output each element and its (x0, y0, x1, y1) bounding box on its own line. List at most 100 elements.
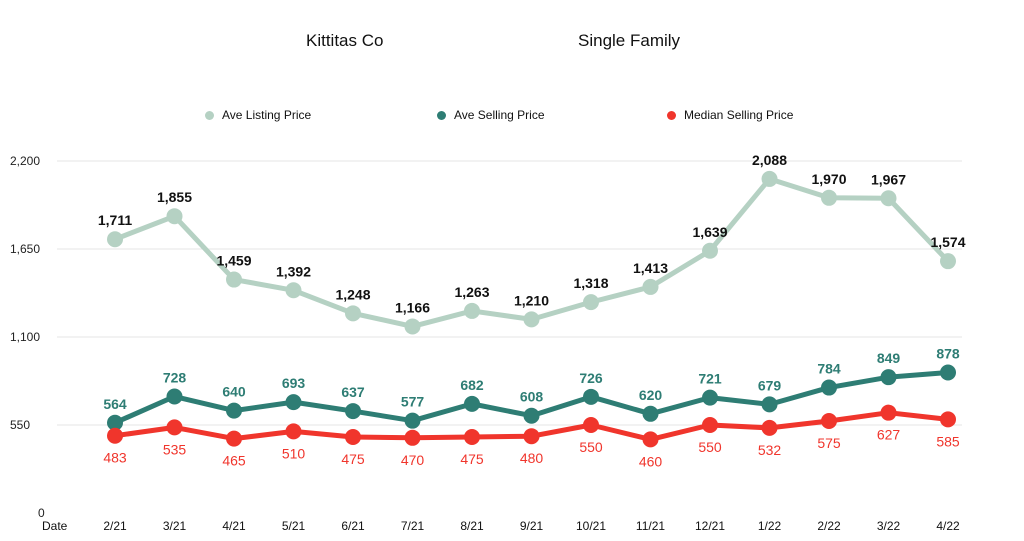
y-tick-label: 1,100 (10, 330, 40, 344)
x-tick-label: 3/21 (163, 519, 187, 533)
data-label: 1,639 (692, 224, 727, 240)
data-label: 682 (460, 377, 484, 393)
x-tick-label: 8/21 (460, 519, 484, 533)
data-point (226, 402, 242, 419)
data-point (226, 430, 242, 447)
data-point (166, 388, 183, 405)
data-point (404, 429, 421, 446)
data-label: 1,318 (573, 275, 608, 291)
data-point (226, 271, 242, 288)
data-point (285, 423, 302, 440)
data-label: 1,263 (454, 284, 489, 300)
data-point (761, 419, 778, 436)
data-label: 480 (520, 450, 544, 466)
data-point (761, 170, 778, 187)
data-label: 1,970 (811, 171, 846, 187)
data-label: 784 (817, 361, 841, 377)
chart-subtitle: Single Family (578, 31, 681, 50)
data-label: 470 (401, 452, 425, 468)
data-point (940, 253, 956, 270)
x-tick-label: 6/21 (341, 519, 365, 533)
x-tick-label: 11/21 (636, 519, 665, 533)
data-label: 475 (460, 451, 484, 467)
data-point (345, 403, 361, 420)
data-point (166, 208, 183, 225)
legend-marker-icon (437, 110, 446, 120)
data-label: 585 (936, 433, 960, 449)
data-label: 1,711 (98, 212, 132, 228)
x-tick-label: 4/21 (222, 519, 246, 533)
data-label: 483 (103, 450, 127, 466)
data-label: 460 (639, 453, 663, 469)
data-point (285, 394, 302, 411)
data-point (404, 412, 421, 429)
data-point (107, 231, 123, 248)
data-label: 1,248 (335, 286, 370, 302)
data-label: 2,088 (752, 152, 787, 168)
data-label: 637 (341, 384, 365, 400)
x-tick-label: 10/21 (576, 519, 606, 533)
data-label: 1,855 (157, 189, 192, 205)
data-label: 550 (579, 439, 603, 455)
chart-title: Kittitas Co (306, 31, 384, 50)
data-label: 726 (579, 370, 603, 386)
data-label: 1,392 (276, 263, 311, 279)
data-label: 679 (758, 377, 782, 393)
x-tick-label: 2/22 (817, 519, 841, 533)
data-label: 1,413 (633, 260, 668, 276)
data-point (583, 417, 599, 433)
data-point (345, 429, 361, 445)
x-tick-label: 1/22 (758, 519, 782, 533)
data-point (166, 419, 183, 436)
data-point (464, 302, 480, 319)
x-tick-label: 12/21 (695, 519, 725, 533)
data-point (821, 189, 837, 206)
data-point (880, 190, 897, 207)
data-label: 510 (282, 445, 306, 461)
data-label: 577 (401, 394, 425, 410)
data-label: 1,210 (514, 292, 549, 308)
x-tick-label: 7/21 (401, 519, 425, 533)
y-tick-label: 1,650 (10, 242, 40, 256)
legend-item-ave-listing-price: Ave Listing Price (205, 108, 311, 122)
legend-marker-icon (205, 110, 214, 120)
data-point (464, 429, 480, 445)
data-label: 532 (758, 442, 782, 458)
data-label: 564 (103, 396, 127, 412)
legend-marker-icon (667, 110, 676, 120)
data-label: 640 (222, 384, 246, 400)
data-point (642, 278, 659, 295)
data-label: 849 (877, 350, 901, 366)
data-label: 1,166 (395, 299, 430, 315)
y-tick-label: 550 (10, 418, 30, 432)
data-point (523, 407, 540, 424)
x-axis-label: Date (42, 519, 68, 533)
data-label: 575 (817, 435, 841, 451)
data-point (345, 305, 361, 322)
legend-label: Ave Selling Price (454, 108, 545, 122)
data-label: 1,574 (930, 234, 965, 250)
data-point (523, 311, 540, 328)
x-tick-label: 5/21 (282, 519, 306, 533)
data-point (880, 369, 897, 386)
data-point (464, 395, 480, 412)
data-point (761, 396, 778, 413)
data-point (940, 364, 956, 381)
x-tick-label: 3/22 (877, 519, 901, 533)
data-point (642, 405, 659, 422)
legend-item-ave-selling-price: Ave Selling Price (437, 108, 545, 122)
data-label: 475 (341, 451, 365, 467)
data-point (404, 318, 421, 335)
data-label: 1,967 (871, 171, 906, 187)
data-label: 878 (936, 346, 960, 362)
x-tick-label: 2/21 (103, 519, 127, 533)
data-point (107, 427, 123, 444)
data-point (107, 414, 123, 431)
data-point (285, 282, 302, 299)
data-label: 693 (282, 375, 306, 391)
data-label: 1,459 (216, 253, 251, 269)
x-tick-label: 4/22 (936, 519, 960, 533)
data-label: 465 (222, 453, 246, 469)
data-point (642, 431, 659, 448)
